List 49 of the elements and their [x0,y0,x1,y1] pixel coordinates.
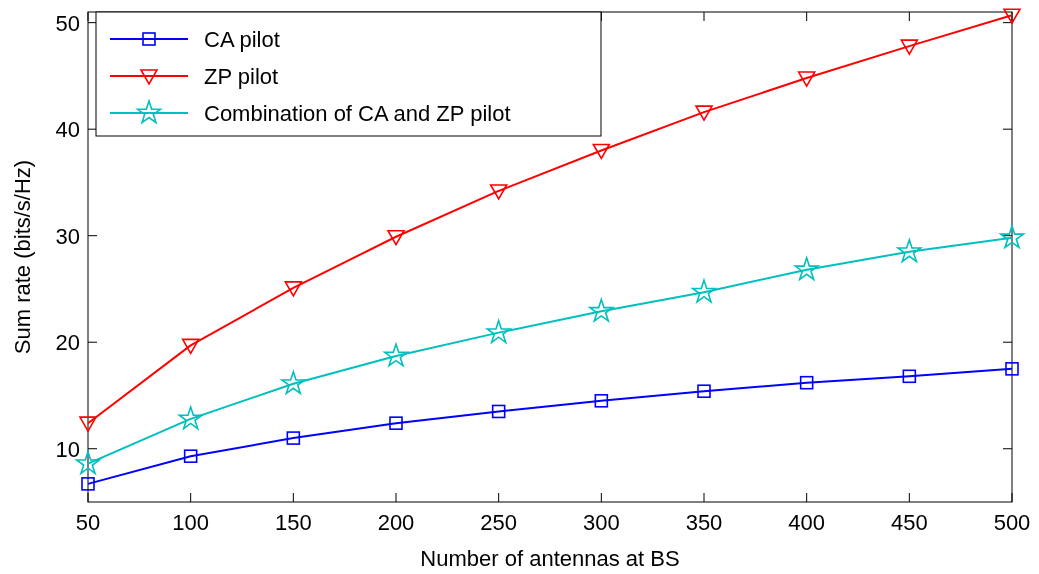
x-tick-label: 400 [788,510,826,535]
x-tick-label: 300 [582,510,620,535]
point [286,431,301,445]
x-axis-title: Number of antennas at BS [420,546,680,571]
y-tick-label: 50 [55,10,80,36]
point [697,384,711,399]
point [178,406,203,430]
y-tick-label: 30 [55,223,80,249]
point [797,71,816,87]
x-tick-label: 250 [480,510,518,535]
point [491,404,506,419]
point [691,279,717,303]
point [594,394,609,408]
point [589,298,614,322]
point [489,184,508,200]
point [1005,362,1019,376]
point [1003,8,1021,24]
point [281,371,306,395]
legend-label: CA pilot [204,27,280,52]
point [902,369,917,384]
legend-label: ZP pilot [204,64,279,89]
x-tick-label: 50 [75,510,101,535]
y-tick-label: 20 [55,330,80,356]
point [999,225,1025,249]
point [897,238,922,263]
x-tick-label: 450 [890,510,928,535]
x-tick-label: 200 [377,510,415,535]
y-tick-label: 40 [55,117,80,143]
point [794,257,819,281]
point [389,416,403,430]
point [900,39,919,55]
point [592,143,611,160]
x-tick-label: 350 [685,510,723,535]
point [799,375,814,390]
point [284,281,303,297]
point [183,449,198,463]
point [383,343,409,367]
point [387,229,405,246]
point [486,319,511,344]
y-tick-label: 10 [55,436,80,462]
x-tick-label: 150 [274,510,312,535]
legend-label: Combination of CA and ZP pilot [204,101,511,126]
x-tick-label: 500 [993,510,1031,535]
point [695,105,713,121]
point [81,477,95,491]
point [181,338,200,355]
y-axis-title: Sum rate (bits/s/Hz) [10,159,35,355]
x-tick-label: 100 [172,510,210,535]
point [79,416,97,432]
